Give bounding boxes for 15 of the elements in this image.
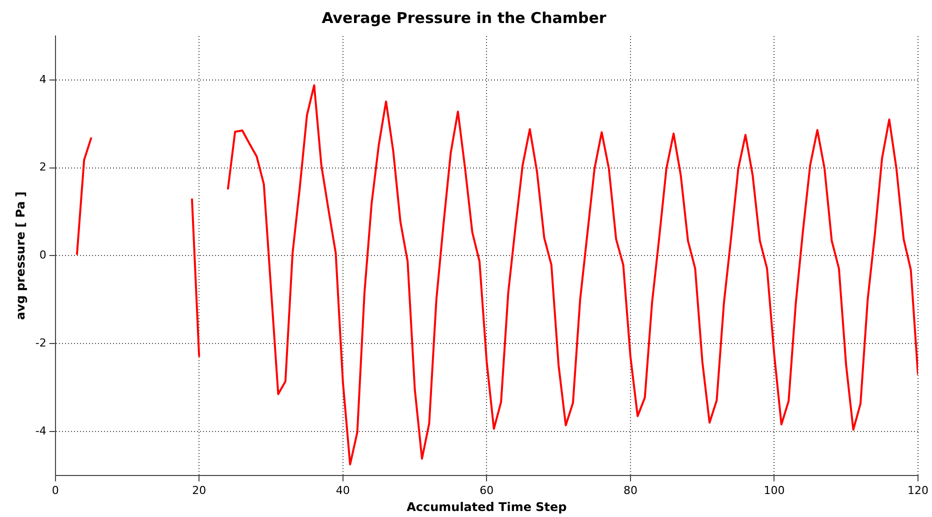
x-tick-label: 80 xyxy=(623,484,638,497)
x-tick-label: 60 xyxy=(480,484,494,497)
x-tick-label: 40 xyxy=(336,484,350,497)
x-tick-label: 120 xyxy=(908,484,928,497)
y-tick-label: 4 xyxy=(39,72,46,86)
y-tick-label: 0 xyxy=(39,248,46,262)
x-tick-label: 0 xyxy=(52,484,59,497)
y-axis-title: avg pressure [ Pa ] xyxy=(13,192,28,320)
x-tick-label: 100 xyxy=(764,484,785,497)
y-tick-label: -4 xyxy=(35,424,46,438)
y-tick-label: 2 xyxy=(39,160,46,174)
x-tick-label: 20 xyxy=(192,484,206,497)
y-tick-label: -2 xyxy=(35,336,46,350)
x-axis-title: Accumulated Time Step xyxy=(406,500,568,514)
chart-title: Average Pressure in the Chamber xyxy=(322,8,607,27)
